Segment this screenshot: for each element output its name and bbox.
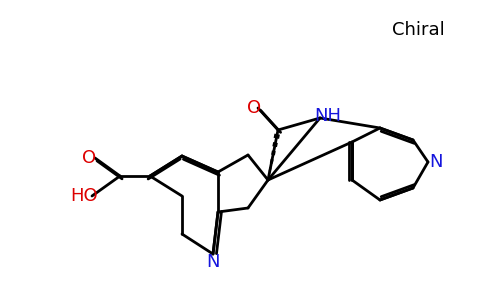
Text: O: O	[82, 149, 96, 167]
Text: O: O	[247, 99, 261, 117]
Text: NH: NH	[315, 107, 342, 125]
Text: N: N	[206, 253, 220, 271]
Text: HO: HO	[70, 187, 98, 205]
Text: N: N	[429, 153, 443, 171]
Text: Chiral: Chiral	[392, 21, 444, 39]
